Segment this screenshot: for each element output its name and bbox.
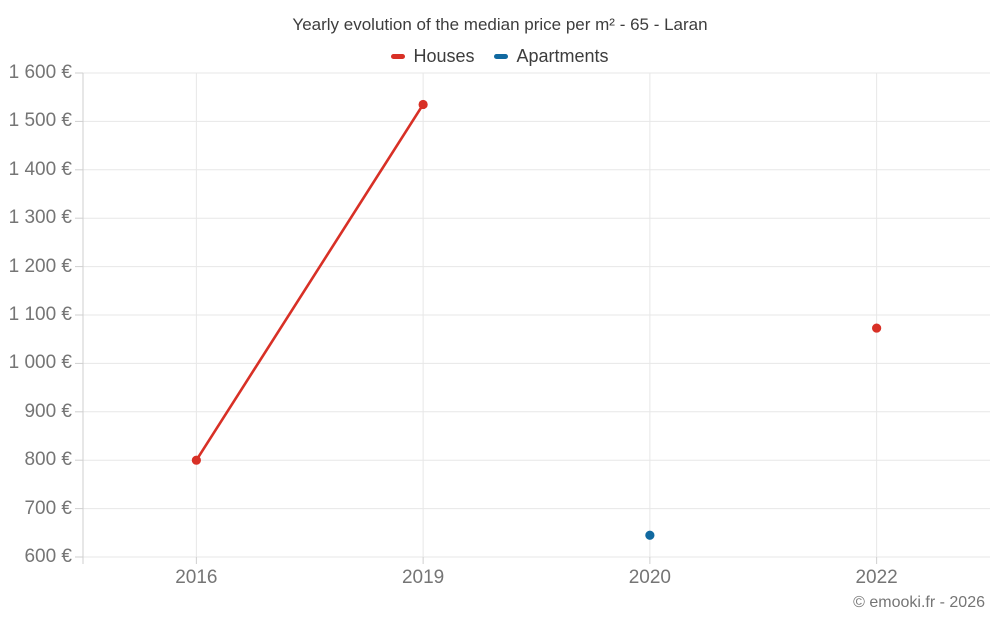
apartments-swatch-icon [494,53,509,59]
chart-legend: Houses Apartments [0,45,1000,67]
x-axis-tick-label: 2022 [855,567,898,588]
y-axis-tick-label: 1 100 € [8,304,72,325]
houses-point-2016[interactable] [191,455,201,465]
y-axis-tick-label: 1 600 € [8,62,72,83]
y-axis-tick-label: 1 200 € [8,255,72,277]
houses-swatch-icon [391,53,406,59]
y-axis-tick-label: 1 300 € [8,207,72,229]
legend-label-houses: Houses [413,45,475,66]
y-axis-tick-label: 1 400 € [8,158,72,180]
houses-point-2022[interactable] [872,323,882,333]
legend-item-houses[interactable]: Houses [391,46,474,67]
x-axis-tick-label: 2016 [175,567,218,588]
houses-line-segment [195,103,425,462]
attribution: © emooki.fr - 2026 [853,594,985,611]
y-axis-tick-label: 800 € [24,449,72,471]
x-axis-tick-label: 2020 [628,567,672,588]
y-axis-tick-label: 600 € [24,546,72,567]
y-axis-tick-label: 900 € [24,400,72,422]
y-axis-tick-label: 1 000 € [8,352,72,374]
apartments-point-2020[interactable] [645,530,655,540]
houses-point-2019[interactable] [418,99,428,110]
y-axis-tick-label: 1 500 € [8,110,72,132]
legend-label-apartments: Apartments [516,45,609,66]
x-axis-tick-label: 2019 [401,567,445,588]
x-axis-labels: 2016 2019 2020 2022 [0,566,1000,592]
y-axis-tick-label: 700 € [24,497,72,519]
legend-item-apartments[interactable]: Apartments [494,45,609,67]
chart-title: Yearly evolution of the median price per… [292,15,708,34]
y-axis-labels: 600 € 700 € 800 € 900 € 1 000 € 1 100 € 1 200 … [0,0,72,625]
